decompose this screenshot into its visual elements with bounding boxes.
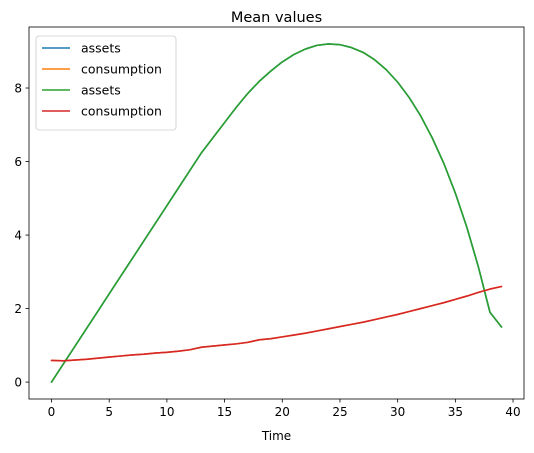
x-tick-label: 35: [448, 405, 463, 419]
x-tick-label: 5: [105, 405, 113, 419]
legend-label-3: assets: [81, 83, 121, 98]
x-tick-label: 25: [332, 405, 347, 419]
x-tick-label: 0: [48, 405, 56, 419]
y-tick-label: 2: [14, 302, 22, 316]
legend-label-4: consumption: [81, 104, 162, 119]
chart-title: Mean values: [231, 10, 322, 26]
legend: assets consumption assets consumption: [36, 36, 176, 130]
x-tick-label: 10: [159, 405, 174, 419]
legend-label-2: consumption: [81, 62, 162, 77]
x-tick-label: 20: [275, 405, 290, 419]
legend-label-1: assets: [81, 41, 121, 56]
y-tick-label: 4: [14, 228, 22, 242]
y-tick-label: 6: [14, 155, 22, 169]
x-tick-label: 30: [390, 405, 405, 419]
y-tick-label: 8: [14, 81, 22, 95]
x-tick-label: 15: [217, 405, 232, 419]
y-tick-label: 0: [14, 375, 22, 389]
x-axis-label: Time: [261, 429, 291, 443]
x-tick-label: 40: [505, 405, 520, 419]
